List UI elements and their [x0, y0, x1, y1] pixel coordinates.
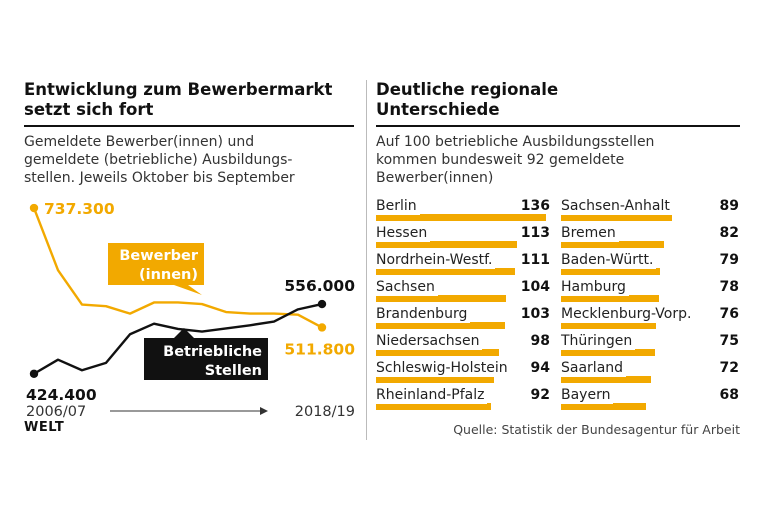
- bar-value-label: 136: [520, 198, 550, 214]
- bar-row: Mecklenburg-Vorp. 76: [561, 305, 739, 331]
- bar-value-label: 78: [719, 279, 739, 295]
- label-bewerber-start: 737.300: [44, 200, 115, 218]
- bar-category-label: Bayern: [561, 386, 614, 404]
- bar-row: Hamburg 78: [561, 278, 739, 304]
- point-start-bewerber: [29, 203, 39, 213]
- source-note: Quelle: Statistik der Bundesagentur für …: [453, 422, 740, 437]
- bar-value-label: 89: [719, 198, 739, 214]
- welt-logo: WELT: [24, 420, 65, 435]
- bar-category-label: Hessen: [376, 224, 431, 242]
- bar: [376, 403, 491, 410]
- bar: [561, 241, 664, 248]
- bar: [376, 376, 494, 383]
- bar-value-label: 79: [719, 252, 739, 268]
- bar-value-label: 76: [719, 306, 739, 322]
- bar-value-label: 75: [719, 333, 739, 349]
- bar-value-label: 72: [719, 360, 739, 376]
- bar-category-label: Bremen: [561, 224, 619, 242]
- bar-row: Schleswig-Holstein 94: [376, 359, 550, 385]
- bar-row: Bremen 82: [561, 224, 739, 250]
- bar-row: Bayern 68: [561, 386, 739, 412]
- right-heading-rule: [376, 125, 740, 127]
- bar-row: Thüringen 75: [561, 332, 739, 358]
- legend-box-stellen: [144, 328, 268, 380]
- bar-category-label: Mecklenburg-Vorp.: [561, 305, 695, 323]
- series-line-stellen: [33, 302, 323, 375]
- bar-value-label: 92: [530, 387, 550, 403]
- panel-divider: [366, 80, 367, 440]
- bar: [561, 295, 659, 302]
- bar-category-label: Niedersachsen: [376, 332, 483, 350]
- bar-category-label: Berlin: [376, 197, 420, 215]
- bar-category-label: Sachsen: [376, 278, 438, 296]
- bar-category-label: Schleswig-Holstein: [376, 359, 511, 377]
- bar-row: Sachsen-Anhalt 89: [561, 197, 739, 223]
- bar: [376, 295, 506, 302]
- bar-value-label: 104: [520, 279, 550, 295]
- bar: [561, 214, 673, 221]
- bar-row: Saarland 72: [561, 359, 739, 385]
- bar-category-label: Rheinland-Pfalz: [376, 386, 488, 404]
- legend-label-stellen-1: Betriebliche: [163, 344, 262, 360]
- bar-row: Baden-Württ. 79: [561, 251, 739, 277]
- bar-category-label: Baden-Württ.: [561, 251, 657, 269]
- legend-label-bewerber-2: (innen): [139, 267, 198, 283]
- point-end-bewerber: [317, 323, 327, 332]
- bar-category-label: Thüringen: [561, 332, 636, 350]
- label-stellen-end: 556.000: [284, 277, 355, 295]
- bar-category-label: Sachsen-Anhalt: [561, 197, 673, 215]
- bar: [561, 322, 656, 329]
- legend-box-bewerber: [108, 243, 204, 295]
- bar-value-label: 82: [719, 225, 739, 241]
- bar-category-label: Nordrhein-Westf.: [376, 251, 496, 269]
- bar: [561, 349, 655, 356]
- time-arrow-head: [260, 407, 268, 415]
- bar: [376, 214, 546, 221]
- bar: [376, 349, 499, 356]
- point-start-stellen: [29, 369, 39, 378]
- bar: [561, 403, 646, 410]
- bar-row: Nordrhein-Westf. 111: [376, 251, 550, 277]
- left-heading-rule: [24, 125, 354, 127]
- x-label-end: 2018/19: [295, 404, 355, 420]
- bar-value-label: 103: [520, 306, 550, 322]
- bar-category-label: Saarland: [561, 359, 627, 377]
- bar-category-label: Brandenburg: [376, 305, 471, 323]
- bar-row: Niedersachsen 98: [376, 332, 550, 358]
- bar: [376, 268, 515, 275]
- left-heading: Entwicklung zum Bewerbermarkt setzt sich…: [24, 80, 333, 119]
- bar-row: Hessen 113: [376, 224, 550, 250]
- bar-row: Rheinland-Pfalz 92: [376, 386, 550, 412]
- right-heading: Deutliche regionale Unterschiede: [376, 80, 559, 119]
- bar: [561, 268, 660, 275]
- right-subtitle: Auf 100 betriebliche Ausbildungsstellen …: [376, 134, 655, 186]
- bar-row: Brandenburg 103: [376, 305, 550, 331]
- bar-row: Berlin 136: [376, 197, 550, 223]
- point-end-stellen: [317, 299, 327, 309]
- bar-value-label: 98: [530, 333, 550, 349]
- label-bewerber-end: 511.800: [284, 340, 355, 358]
- line-chart: 737.300 511.800 556.000 424.400 Bewerber (inn…: [26, 200, 355, 420]
- left-subtitle: Gemeldete Bewerber(innen) und gemeldete …: [24, 134, 295, 186]
- legend-label-stellen-2: Stellen: [205, 363, 262, 379]
- bar: [376, 322, 505, 329]
- label-stellen-start: 424.400: [26, 386, 97, 404]
- bar: [376, 241, 518, 248]
- bar-value-label: 111: [520, 252, 550, 268]
- series-line-bewerber: [32, 207, 323, 329]
- legend-label-bewerber-1: Bewerber: [119, 248, 198, 264]
- bar: [561, 376, 651, 383]
- bar-category-label: Hamburg: [561, 278, 629, 296]
- bar-row: Sachsen 104: [376, 278, 550, 304]
- bar-value-label: 113: [520, 225, 550, 241]
- bar-value-label: 94: [530, 360, 550, 376]
- x-label-start: 2006/07: [26, 404, 86, 420]
- bar-value-label: 68: [719, 387, 739, 403]
